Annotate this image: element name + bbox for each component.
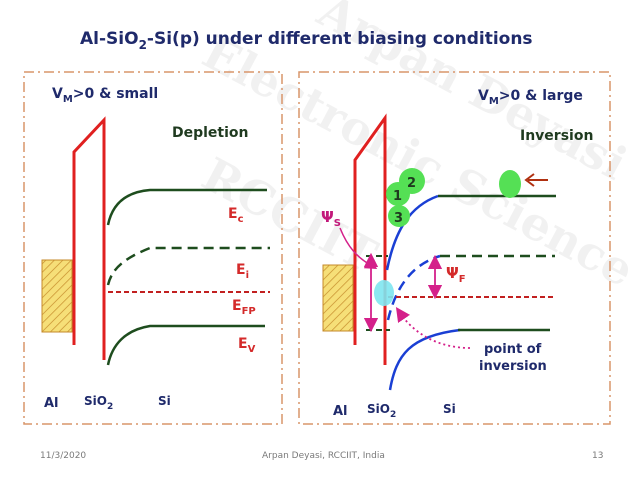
left-al-label: Al	[44, 396, 59, 411]
right-panel-frame	[298, 71, 611, 425]
electron-1-label: 1	[393, 189, 402, 204]
left-ev-label: EV	[238, 336, 256, 355]
right-mode-label: Inversion	[520, 128, 593, 144]
right-intrinsic-level-bent	[386, 254, 441, 321]
right-metal-block	[322, 264, 354, 332]
bulk-electron-arrowhead	[524, 173, 535, 187]
point-of-inversion-line1: point of	[484, 342, 542, 357]
right-sio2-label: SiO2	[367, 402, 396, 420]
left-si-label: Si	[158, 394, 171, 408]
right-si-label: Si	[443, 402, 456, 416]
psi-f-label: ΨF	[446, 264, 466, 285]
left-valence-band	[106, 324, 265, 366]
left-metal-block	[41, 259, 73, 333]
psi-s-label: ΨS	[321, 208, 341, 229]
footer-date: 11/3/2020	[40, 451, 86, 461]
left-oxide-barrier	[72, 116, 106, 360]
left-efp-label: EFP	[232, 298, 256, 317]
right-panel: VM>0 & large Inversion 1 2 3 ΨS	[321, 88, 593, 420]
electron-2-label: 2	[407, 176, 416, 191]
point-of-inversion-line2: inversion	[479, 359, 547, 374]
left-mode-label: Depletion	[172, 125, 249, 141]
left-panel-frame	[23, 71, 283, 425]
left-conduction-band	[106, 188, 267, 226]
footer-page-number: 13	[592, 451, 603, 461]
surface-hole	[374, 280, 394, 306]
electron-1	[386, 182, 410, 206]
right-vm-label: VM>0 & large	[478, 88, 583, 107]
footer-author: Arpan Deyasi, RCCIIT, India	[262, 451, 385, 461]
left-ec-label: Ec	[228, 206, 244, 225]
right-valence-band-bent	[388, 328, 461, 391]
svg-text:RCCIIT: RCCIIT	[194, 147, 386, 283]
bulk-electron	[499, 170, 521, 198]
electron-3	[388, 205, 410, 227]
right-al-label: Al	[333, 404, 348, 419]
left-ei-label: Ei	[236, 262, 249, 281]
left-panel: VM>0 & small Depletion Ec Ei EFP EV Al S…	[41, 86, 270, 412]
electron-3-label: 3	[394, 211, 403, 226]
left-intrinsic-level	[106, 246, 270, 286]
slide-title: Al-SiO2-Si(p) under different biasing co…	[80, 29, 533, 52]
left-vm-label: VM>0 & small	[52, 86, 158, 105]
left-sio2-label: SiO2	[84, 394, 113, 412]
